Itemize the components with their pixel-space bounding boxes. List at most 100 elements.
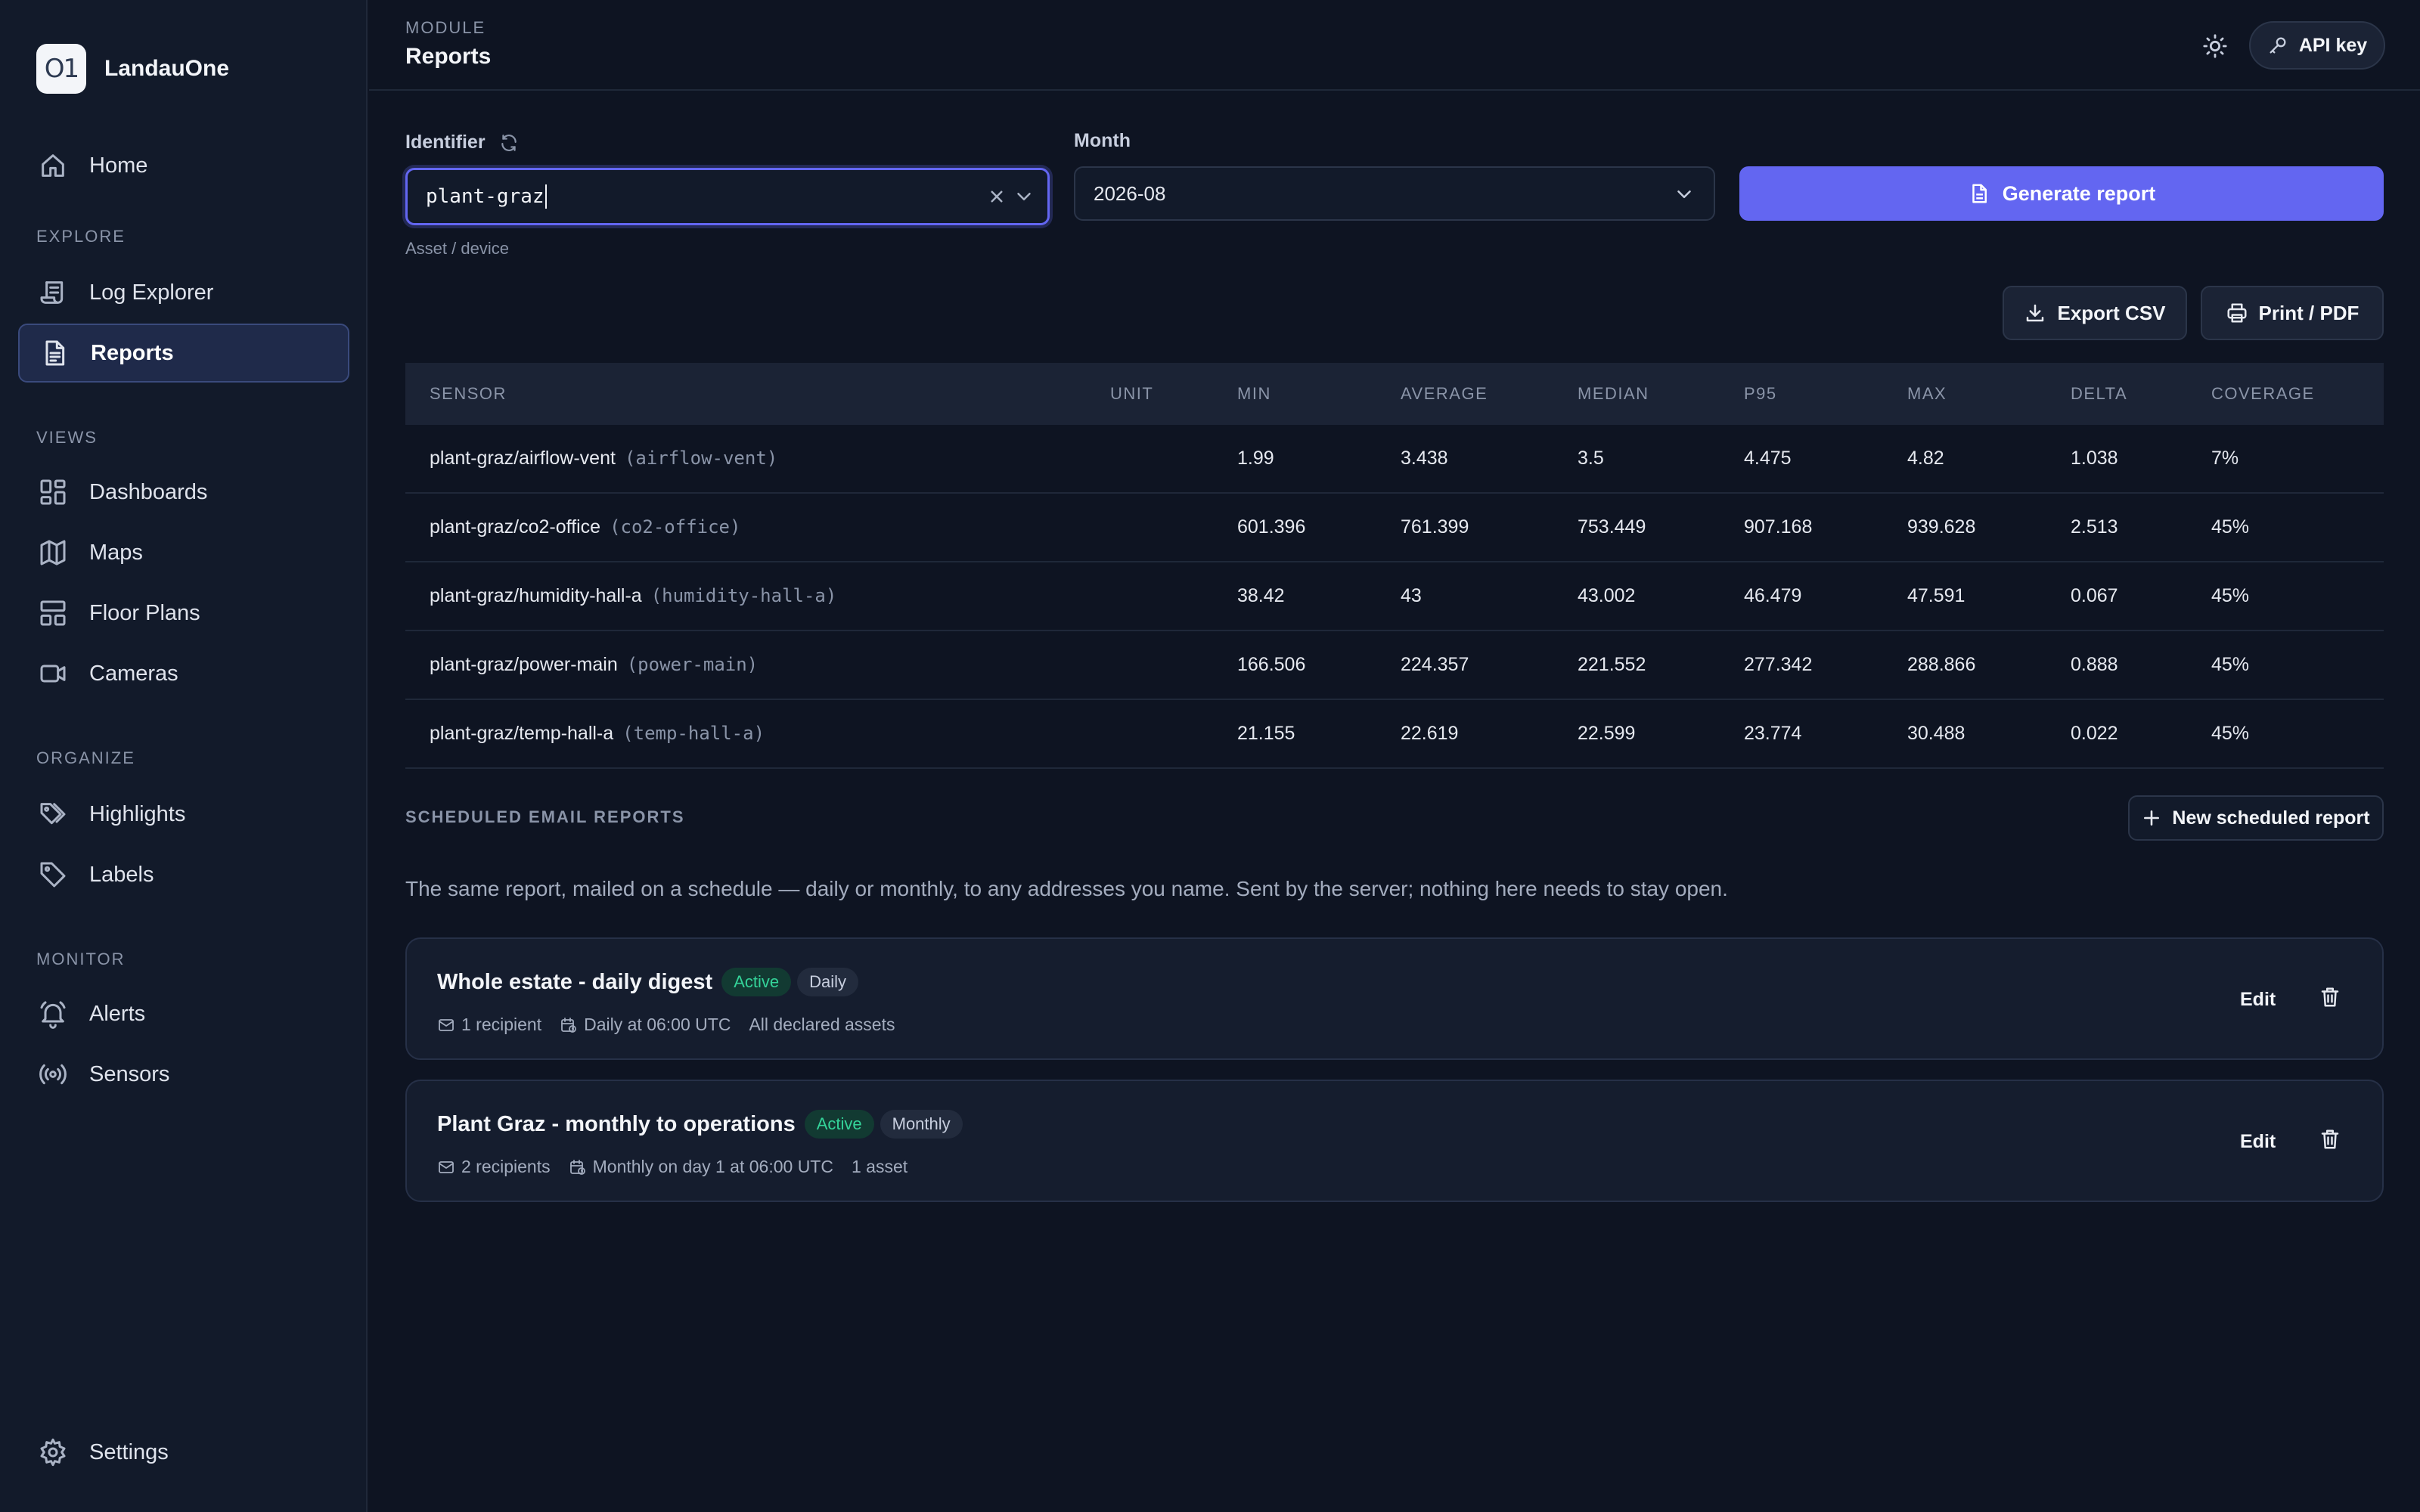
sidebar-item-maps[interactable]: Maps [18,523,349,582]
edit-button[interactable]: Edit [2240,1131,2276,1152]
api-key-button[interactable]: API key [2249,21,2385,70]
delete-button[interactable] [2319,986,2341,1009]
cell-median: 43.002 [1578,585,1636,606]
section-organize: ORGANIZE [36,748,135,767]
brand[interactable]: O1 LandauOne [36,44,229,94]
gear-icon [36,1436,70,1469]
tags-icon [36,798,70,831]
col-sensor: SENSOR [430,384,507,403]
map-icon [36,536,70,569]
status-badge: Active [721,968,792,996]
scroll-icon [36,276,70,309]
table-row[interactable]: plant-graz/airflow-vent (airflow-vent) 1.… [405,425,2384,494]
frequency-badge: Monthly [880,1110,963,1139]
download-icon [2027,304,2044,322]
app-logo-icon: O1 [36,44,86,94]
table-row[interactable]: plant-graz/temp-hall-a (temp-hall-a) 21.1… [405,700,2384,769]
cell-sensor: plant-graz/airflow-vent (airflow-vent) [430,448,777,469]
sidebar-item-floor-plans[interactable]: Floor Plans [18,584,349,643]
identifier-input[interactable]: plant-graz [405,168,1050,225]
sensor-path: plant-graz/temp-hall-a [430,723,614,744]
sidebar-item-log-explorer[interactable]: Log Explorer [18,263,349,322]
trash-icon [2321,987,2339,1007]
card-title-row: Plant Graz - monthly to operations Activ… [437,1110,963,1139]
delete-button[interactable] [2319,1128,2341,1151]
sidebar-item-sensors[interactable]: Sensors [18,1045,349,1104]
col-median: MEDIAN [1578,384,1649,403]
sidebar-item-alerts[interactable]: Alerts [18,984,349,1043]
broadcast-icon [36,1058,70,1091]
sidebar-item-labels[interactable]: Labels [18,845,349,904]
export-csv-button[interactable]: Export CSV [2003,286,2187,340]
mail-icon [439,1160,454,1173]
key-icon [2270,37,2286,54]
cell-average: 22.619 [1401,723,1459,744]
month-value: 2026-08 [1094,181,1166,205]
section-explore: EXPLORE [36,227,126,246]
plus-icon [2144,810,2160,826]
page-title: Reports [405,44,492,69]
print-pdf-button[interactable]: Print / PDF [2201,286,2384,340]
theme-toggle-button[interactable] [2196,27,2234,65]
recipients-text: 2 recipients [461,1157,551,1176]
mail-icon [439,1018,454,1031]
cell-p95: 46.479 [1744,585,1802,606]
sidebar-item-cameras[interactable]: Cameras [18,644,349,703]
table-row[interactable]: plant-graz/humidity-hall-a (humidity-hall… [405,562,2384,631]
sidebar-item-label: Dashboards [89,479,208,504]
sidebar: O1 LandauOne Home EXPLORE Log Explorer R… [0,0,368,1512]
camera-icon [36,657,70,690]
cell-delta: 1.038 [2071,448,2118,469]
clear-icon[interactable] [985,185,1008,208]
scheduled-report-name: Plant Graz - monthly to operations [437,1111,796,1136]
sidebar-item-label: Maps [89,540,143,565]
table-row[interactable]: plant-graz/co2-office (co2-office) 601.39… [405,494,2384,562]
sidebar-item-label: Labels [89,862,154,887]
refresh-icon[interactable] [499,133,519,153]
col-max: MAX [1907,384,1947,403]
app-name: LandauOne [104,56,230,81]
top-header: MODULE Reports API key [369,0,2420,91]
cell-delta: 0.022 [2071,723,2118,744]
cell-delta: 2.513 [2071,516,2118,538]
cell-min: 21.155 [1237,723,1295,744]
section-views: VIEWS [36,428,98,447]
sidebar-item-label: Settings [89,1439,169,1464]
sidebar-item-highlights[interactable]: Highlights [18,785,349,844]
scheduled-report-name: Whole estate - daily digest [437,969,713,994]
cell-average: 761.399 [1401,516,1469,538]
sidebar-item-reports[interactable]: Reports [18,324,349,383]
report-table: SENSOR UNIT MIN AVERAGE MEDIAN P95 MAX D… [405,363,2384,769]
print-pdf-label: Print / PDF [2258,301,2360,324]
sidebar-item-label: Log Explorer [89,280,214,305]
table-row[interactable]: plant-graz/power-main (power-main) 166.50… [405,631,2384,700]
cell-median: 221.552 [1578,654,1646,675]
chevron-down-icon[interactable] [1013,185,1035,208]
status-badge: Active [804,1110,874,1139]
cell-min: 1.99 [1237,448,1274,469]
text-caret [544,184,547,209]
sidebar-item-dashboards[interactable]: Dashboards [18,463,349,522]
sensor-code: (temp-hall-a) [622,723,765,744]
cell-max: 30.488 [1907,723,1965,744]
tag-icon [36,858,70,891]
bell-icon [36,997,70,1030]
cell-coverage: 7% [2211,448,2239,469]
generate-report-button[interactable]: Generate report [1739,166,2384,221]
month-select[interactable]: 2026-08 [1074,166,1715,221]
table-header: SENSOR UNIT MIN AVERAGE MEDIAN P95 MAX D… [405,363,2384,425]
scheduled-report-card: Whole estate - daily digest Active Daily… [405,937,2384,1060]
cell-coverage: 45% [2211,516,2250,538]
cell-min: 38.42 [1237,585,1285,606]
sidebar-item-label: Cameras [89,661,178,686]
sidebar-item-settings[interactable]: Settings [18,1423,349,1482]
sensor-code: (co2-office) [610,516,741,538]
sidebar-item-home[interactable]: Home [18,136,349,195]
edit-button[interactable]: Edit [2240,989,2276,1010]
sensor-path: plant-graz/airflow-vent [430,448,616,469]
new-scheduled-report-button[interactable]: New scheduled report [2128,795,2384,841]
report-icon [38,336,71,370]
home-icon [36,149,70,182]
calendar-clock-icon [569,1159,585,1175]
month-label: Month [1074,130,1131,151]
